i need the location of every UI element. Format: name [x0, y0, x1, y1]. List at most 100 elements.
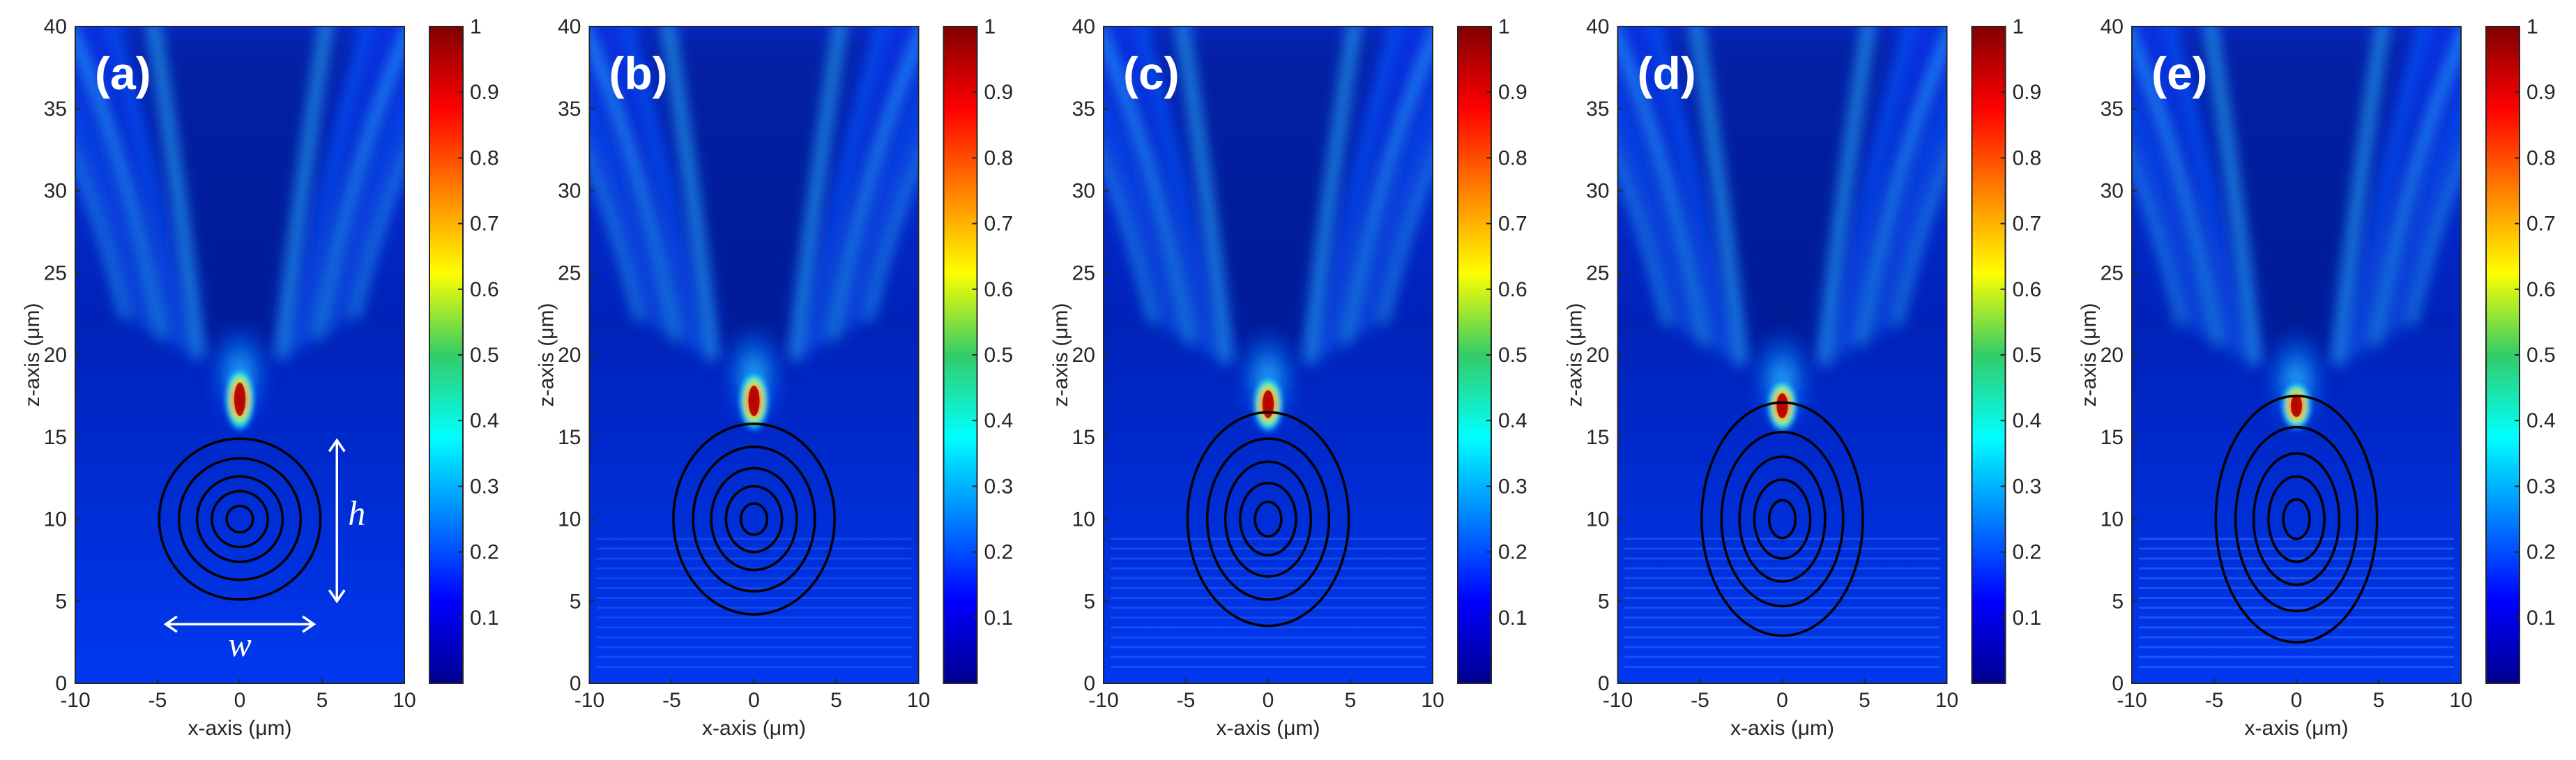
- colorbar-tick-label: 0.6: [470, 278, 499, 301]
- x-tick-label: -10: [60, 689, 90, 712]
- x-tick-label: 0: [1263, 689, 1274, 712]
- contour-ring: [2267, 475, 2326, 563]
- lobe: [75, 29, 166, 340]
- lobe: [351, 149, 404, 320]
- y-tick-label: 20: [44, 344, 67, 367]
- focus-core: [1263, 390, 1274, 418]
- lobe: [2132, 102, 2204, 336]
- colorbar-tick-label: 0.1: [984, 607, 1014, 630]
- colorbar-tick-label: 0.7: [1498, 213, 1527, 236]
- panel-label: (d): [1638, 47, 1696, 99]
- side-lobes: [1617, 26, 1947, 365]
- colorbar-tick-label: 0.8: [984, 146, 1014, 169]
- heatmap-area: [1104, 26, 1433, 683]
- lobe: [1360, 102, 1433, 335]
- y-tick-label: 5: [1083, 590, 1095, 613]
- y-tick-label: 15: [2101, 426, 2124, 449]
- colorbar-tick-label: 1: [1498, 15, 1510, 38]
- contour-ring: [177, 457, 303, 582]
- y-tick-label: 10: [2101, 508, 2124, 531]
- contour-ring: [1239, 481, 1297, 557]
- x-tick-label: -5: [1177, 689, 1196, 712]
- colorbar-tick-label: 1: [470, 15, 482, 38]
- y-tick-label: 40: [1072, 15, 1095, 38]
- colorbar-gradient: [1971, 26, 2006, 684]
- x-tick-label: 10: [1421, 689, 1444, 712]
- colorbar-tick-label: 0.2: [984, 541, 1014, 564]
- colorbar-tick-label: 0.9: [2013, 81, 2042, 104]
- contour-ring: [1253, 501, 1283, 538]
- colorbar-tick-label: 0.1: [2013, 607, 2042, 630]
- lobe: [2163, 26, 2241, 356]
- x-tick-label: -5: [1691, 689, 1709, 712]
- x-tick-label: -10: [1603, 689, 1633, 712]
- y-tick-label: 30: [2101, 180, 2124, 203]
- contour-ring: [1738, 455, 1827, 583]
- y-tick-label: 25: [44, 261, 67, 284]
- height-arrow-head: [328, 438, 346, 453]
- colorbar: 0.1 0.2 0.3 0.4 0.5 0.6 0.7 0.8 0.9 1: [429, 15, 499, 684]
- y-tick-label: 40: [2101, 15, 2124, 38]
- contour-ring: [2282, 498, 2311, 540]
- lobe: [1617, 102, 1690, 336]
- focus-core: [2291, 395, 2302, 418]
- colorbar-tick-label: 0.9: [2527, 81, 2556, 104]
- panel-b: -10 -5 0 5 10 0 5 10 15 20 25 30 35 40 x-axis (μm) z-ax…: [535, 15, 1014, 740]
- focus-core: [234, 382, 245, 416]
- x-tick-label: 10: [907, 689, 930, 712]
- lobe: [828, 29, 919, 341]
- colorbar-tick-label: 0.2: [1498, 541, 1527, 564]
- x-tick-label: 0: [2291, 689, 2303, 712]
- colorbar-tick-label: 0.4: [984, 409, 1014, 432]
- panel-c: -10 -5 0 5 10 0 5 10 15 20 25 30 35 40 x-axis (μm) z-ax…: [1049, 15, 1527, 740]
- colorbar: 0.1 0.2 0.3 0.4 0.5 0.6 0.7 0.8 0.9 1: [943, 15, 1014, 684]
- y-tick-label: 10: [1586, 508, 1609, 531]
- x-tick-label: 5: [1345, 689, 1357, 712]
- lobe: [1104, 102, 1176, 335]
- x-tick-label: -10: [2117, 689, 2147, 712]
- x-tick-label: -5: [148, 689, 167, 712]
- lobe: [2352, 26, 2430, 356]
- lobe: [1875, 102, 1947, 336]
- y-tick-label: 30: [1586, 180, 1609, 203]
- colorbar-tick-label: 0.5: [470, 344, 499, 367]
- lobe: [314, 29, 404, 340]
- side-lobes: [75, 26, 404, 359]
- colorbar-tick-label: 0.3: [2527, 475, 2556, 498]
- colorbar-tick-label: 0.3: [1498, 475, 1527, 498]
- y-tick-label: 15: [44, 426, 67, 449]
- y-tick-label: 5: [2112, 590, 2124, 613]
- height-label: h: [348, 494, 365, 533]
- contour-ring: [724, 485, 784, 554]
- shadow-cone: [2174, 26, 2419, 390]
- heatmap-area: [75, 26, 404, 683]
- colorbar-gradient: [2485, 26, 2520, 684]
- y-tick-label: 35: [44, 98, 67, 121]
- panel-label: (c): [1123, 47, 1180, 99]
- y-tick-label: 5: [570, 590, 581, 613]
- fringes: [2139, 538, 2454, 668]
- lobe: [1649, 26, 1727, 356]
- height-arrow-head: [328, 589, 346, 604]
- contour-ring: [1767, 499, 1797, 540]
- shadow-cone: [1145, 26, 1391, 388]
- lobe: [1379, 151, 1433, 325]
- colorbar-tick-label: 0.2: [2527, 541, 2556, 564]
- lobe: [846, 101, 919, 331]
- colorbar: 0.1 0.2 0.3 0.4 0.5 0.6 0.7 0.8 0.9 1: [1971, 15, 2042, 684]
- colorbar-tick-label: 0.5: [2013, 344, 2042, 367]
- contour-ring: [1205, 437, 1331, 601]
- x-tick-label: 0: [748, 689, 760, 712]
- y-tick-label: 35: [558, 98, 581, 121]
- colorbar-tick-label: 0.7: [984, 213, 1014, 236]
- y-tick-label: 30: [1072, 180, 1095, 203]
- y-tick-label: 0: [1598, 672, 1610, 695]
- y-tick-label: 20: [558, 344, 581, 367]
- x-tick-label: -5: [2205, 689, 2224, 712]
- colorbar-tick-label: 0.8: [470, 146, 499, 169]
- x-tick-label: 10: [1935, 689, 1958, 712]
- lobe: [295, 26, 374, 349]
- lobe: [2370, 29, 2461, 346]
- colorbar-tick-label: 0.1: [1498, 607, 1527, 630]
- y-tick-label: 30: [558, 180, 581, 203]
